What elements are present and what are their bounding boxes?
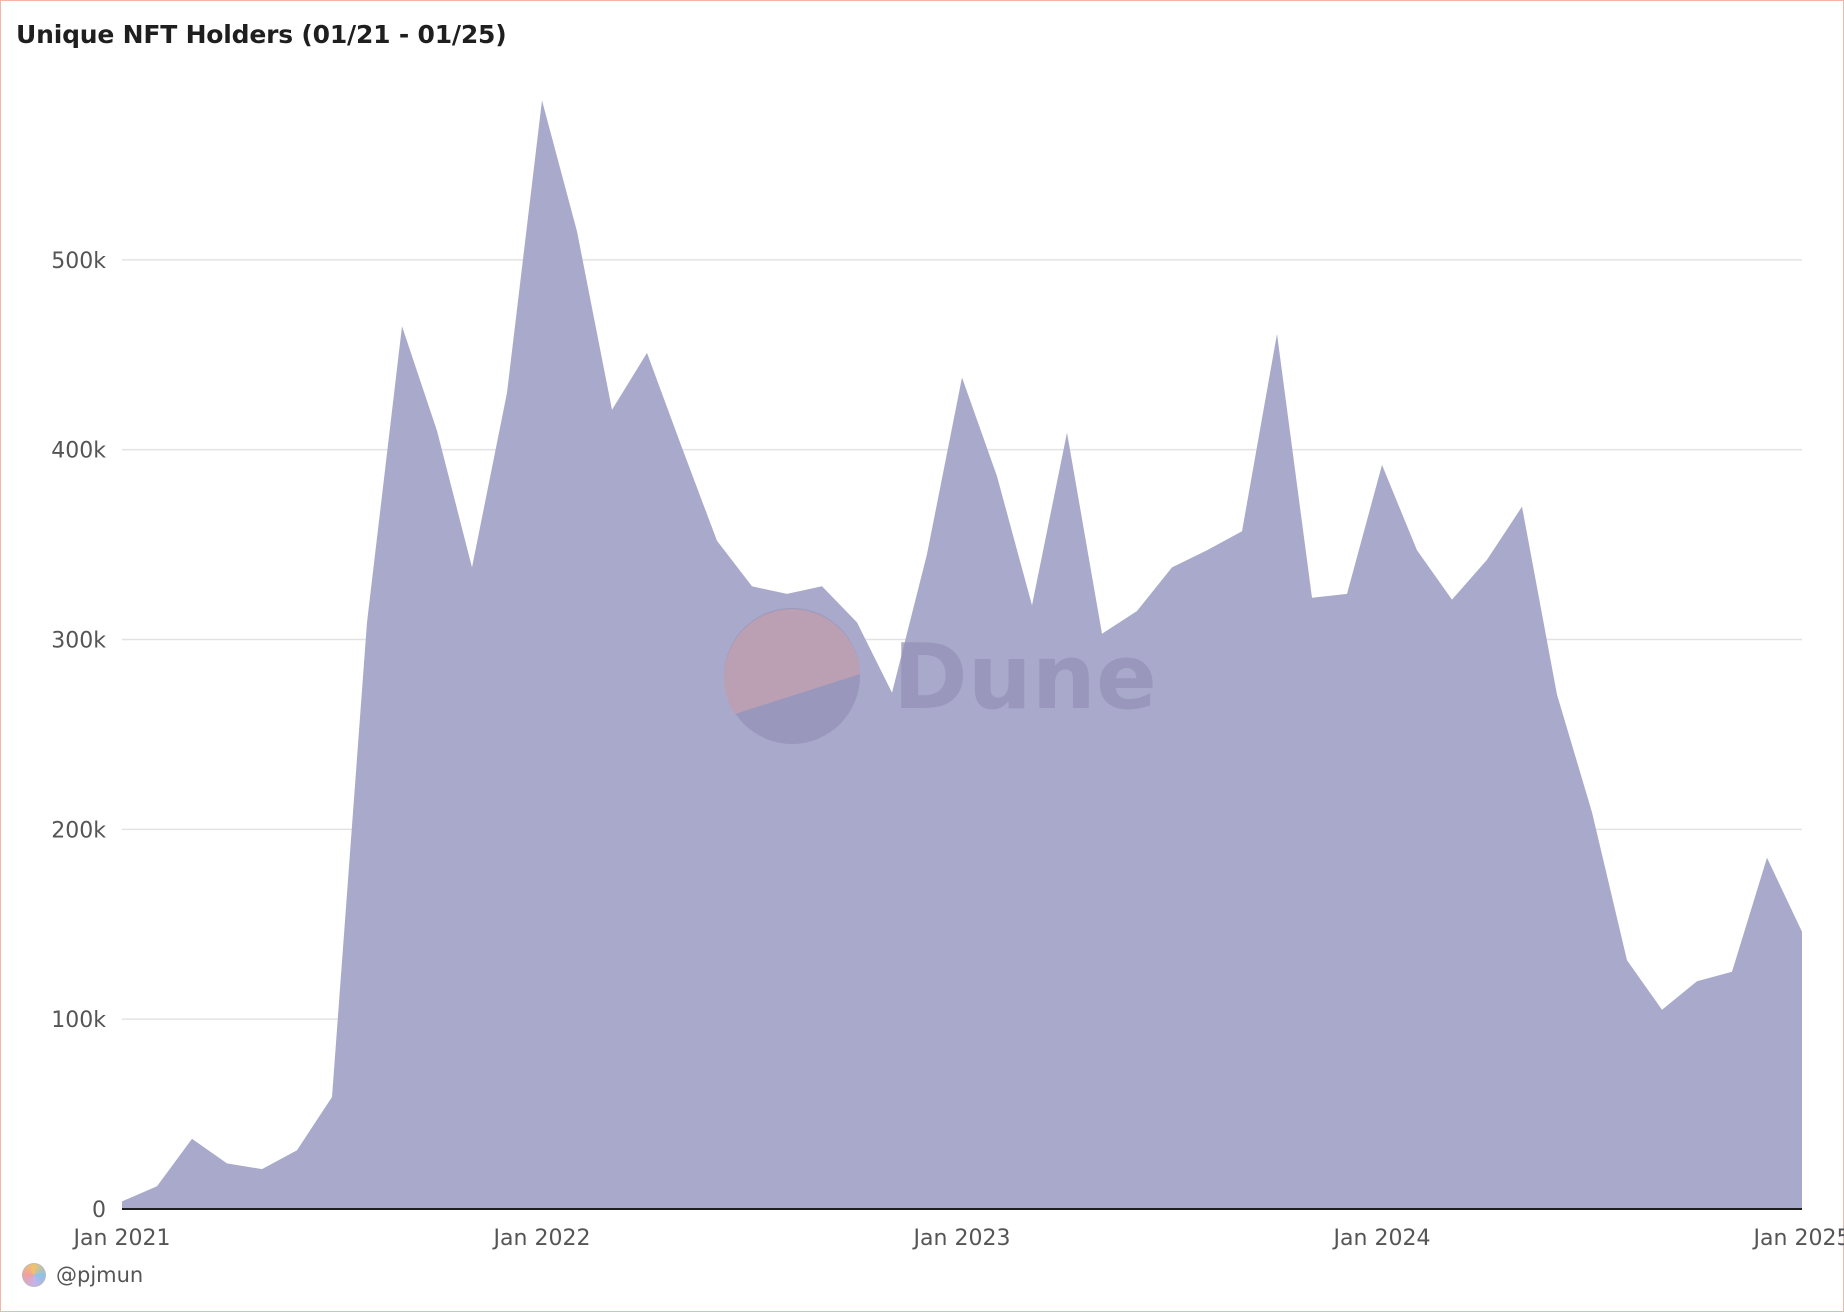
data-point — [1625, 958, 1629, 962]
data-point — [1730, 970, 1734, 974]
data-point — [925, 552, 929, 556]
author-handle: @pjmun — [56, 1263, 144, 1287]
y-tick-label: 400k — [51, 439, 106, 464]
data-point — [400, 324, 404, 328]
x-tick-label: Jan 2022 — [492, 1226, 591, 1251]
y-tick-label: 200k — [51, 818, 106, 843]
data-point — [890, 691, 894, 695]
data-point — [1345, 592, 1349, 596]
data-point — [155, 1184, 159, 1188]
avatar-icon — [22, 1263, 46, 1287]
data-point — [1660, 1008, 1664, 1012]
data-point — [785, 592, 789, 596]
data-point — [1590, 810, 1594, 814]
data-point — [1100, 632, 1104, 636]
data-point — [750, 584, 754, 588]
data-point — [1765, 856, 1769, 860]
data-point — [1170, 565, 1174, 569]
data-point — [855, 620, 859, 624]
dune-watermark: Dune — [724, 608, 1157, 744]
x-tick-label: Jan 2025 — [1752, 1226, 1844, 1251]
x-axis-labels: Jan 2021 Jan 2022 Jan 2023 Jan 2024 Jan 2025 — [72, 1226, 1844, 1251]
x-tick-label: Jan 2021 — [72, 1226, 171, 1251]
data-point — [645, 351, 649, 355]
data-point — [1030, 603, 1034, 607]
data-point — [715, 539, 719, 543]
x-tick-label: Jan 2024 — [1332, 1226, 1431, 1251]
data-point — [435, 429, 439, 433]
data-point — [330, 1095, 334, 1099]
data-point — [1555, 693, 1559, 697]
data-point — [225, 1161, 229, 1165]
data-point — [1485, 558, 1489, 562]
data-point — [1695, 979, 1699, 983]
data-point — [610, 408, 614, 412]
data-point — [120, 1199, 124, 1203]
data-point — [505, 391, 509, 395]
data-point — [1065, 431, 1069, 435]
data-point — [960, 376, 964, 380]
data-point — [365, 620, 369, 624]
data-point — [1205, 548, 1209, 552]
data-point — [1135, 609, 1139, 613]
data-point — [190, 1137, 194, 1141]
y-axis-labels: 0 100k 200k 300k 400k 500k — [51, 249, 106, 1223]
data-point — [470, 565, 474, 569]
data-point — [1520, 505, 1524, 509]
data-point — [1240, 529, 1244, 533]
footer: @pjmun — [22, 1263, 143, 1287]
y-tick-label: 500k — [51, 249, 106, 274]
data-point — [1310, 596, 1314, 600]
x-tick-label: Jan 2023 — [912, 1226, 1011, 1251]
data-point — [1450, 598, 1454, 602]
chart-title: Unique NFT Holders (01/21 - 01/25) — [16, 20, 507, 49]
data-point — [260, 1167, 264, 1171]
area-series — [122, 100, 1802, 1209]
data-point — [540, 98, 544, 102]
watermark-text: Dune — [893, 625, 1157, 730]
watermark-logo-top — [724, 609, 860, 714]
data-point — [575, 229, 579, 233]
data-point — [995, 474, 999, 478]
y-tick-label: 300k — [51, 629, 106, 654]
data-point — [820, 584, 824, 588]
y-tick-label: 0 — [92, 1198, 106, 1223]
data-point — [1800, 930, 1804, 934]
data-point — [295, 1148, 299, 1152]
data-point — [680, 446, 684, 450]
data-point — [1415, 548, 1419, 552]
data-point — [1275, 332, 1279, 336]
data-point — [1380, 463, 1384, 467]
y-tick-label: 100k — [51, 1008, 106, 1033]
